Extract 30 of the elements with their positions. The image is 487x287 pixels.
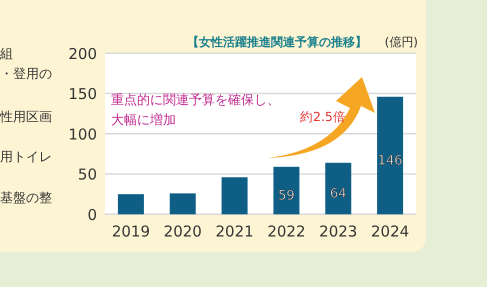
y-tick-label: 200 bbox=[68, 44, 97, 63]
bar bbox=[325, 162, 352, 214]
x-tick-label: 2019 bbox=[112, 222, 150, 240]
data-label: 64 bbox=[330, 186, 347, 202]
bar bbox=[222, 177, 248, 214]
text: ・登用の bbox=[0, 67, 52, 82]
x-tick-label: 2022 bbox=[267, 222, 306, 240]
y-tick-label: 100 bbox=[68, 125, 97, 144]
y-tick-label: 0 bbox=[87, 206, 97, 224]
annotation: 約2.5倍 bbox=[300, 109, 346, 124]
bar bbox=[377, 96, 404, 214]
data-label: 146 bbox=[378, 154, 402, 169]
x-tick-label: 2020 bbox=[164, 222, 202, 240]
bar bbox=[273, 166, 300, 214]
x-tick-label: 2023 bbox=[319, 222, 358, 240]
text: 性用区画 bbox=[0, 110, 52, 125]
text: 用トイレ bbox=[0, 150, 52, 165]
x-tick-label: 2024 bbox=[370, 222, 410, 240]
annotation: 大幅に増加 bbox=[111, 112, 176, 128]
x-tick-label: 2021 bbox=[215, 222, 254, 240]
text: 組 bbox=[0, 47, 13, 62]
text: 基盤の整 bbox=[0, 191, 52, 206]
data-label: 59 bbox=[278, 188, 295, 204]
chart-title: 【女性活躍推進関連予算の推移】 bbox=[187, 35, 367, 49]
y-tick-label: 50 bbox=[78, 166, 97, 184]
bar bbox=[170, 193, 196, 214]
annotation: 重点的に関連予算を確保し、 bbox=[111, 93, 280, 108]
y-axis-title: (億円) bbox=[384, 35, 418, 49]
y-tick-label: 150 bbox=[68, 85, 97, 104]
bar bbox=[118, 194, 144, 214]
